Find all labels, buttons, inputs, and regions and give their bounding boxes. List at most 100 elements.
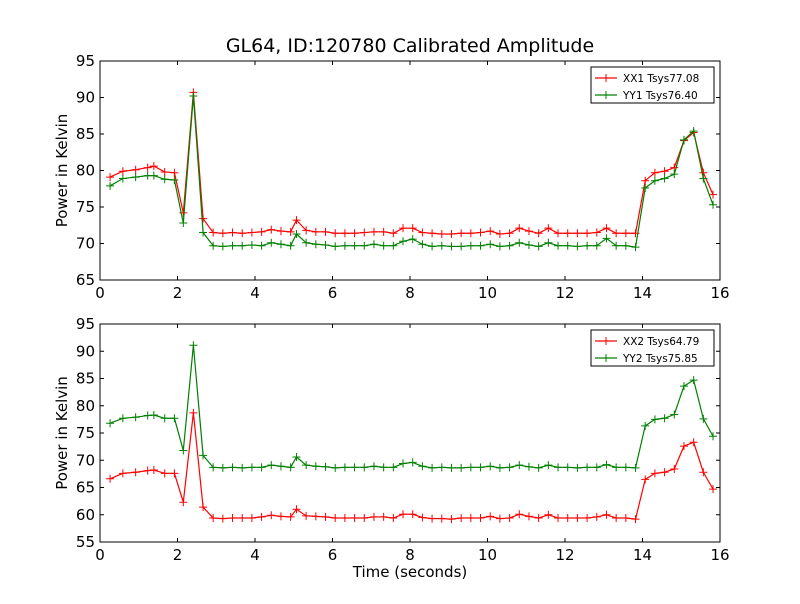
- x-tick-label: 8: [405, 546, 415, 564]
- data-point-marker: [179, 219, 188, 228]
- data-point-marker: [573, 242, 582, 251]
- data-point-marker: [350, 229, 359, 238]
- data-point-marker: [437, 463, 446, 472]
- data-point-marker: [621, 514, 630, 523]
- data-point-marker: [679, 442, 688, 451]
- data-point-marker: [179, 498, 188, 507]
- data-point-marker: [149, 162, 158, 171]
- data-point-marker: [340, 241, 349, 250]
- x-tick-label: 12: [555, 284, 574, 302]
- y-tick-label: 85: [76, 370, 95, 388]
- data-point-marker: [476, 228, 485, 237]
- data-point-marker: [437, 241, 446, 250]
- legend-marker-sample: [602, 74, 610, 82]
- data-point-marker: [670, 464, 679, 473]
- data-point-marker: [257, 512, 266, 521]
- data-point-marker: [709, 432, 718, 441]
- data-point-marker: [247, 514, 256, 523]
- data-point-marker: [286, 241, 295, 250]
- data-point-marker: [170, 175, 179, 184]
- data-point-marker: [631, 463, 640, 472]
- x-tick-label: 8: [405, 284, 415, 302]
- data-point-marker: [321, 240, 330, 249]
- data-point-marker: [331, 242, 340, 251]
- legend-box: [590, 66, 715, 104]
- data-point-marker: [311, 240, 320, 249]
- data-point-marker: [466, 241, 475, 250]
- data-point-marker: [437, 230, 446, 239]
- data-point-marker: [228, 463, 237, 472]
- data-point-marker: [267, 238, 276, 247]
- data-point-marker: [602, 234, 611, 243]
- y-tick-label: 95: [76, 52, 95, 70]
- data-point-marker: [418, 240, 427, 249]
- x-tick-label: 16: [710, 546, 729, 564]
- data-point-marker: [408, 458, 417, 467]
- legend-marker-sample: [602, 337, 610, 345]
- x-tick-label: 6: [328, 546, 338, 564]
- data-point-marker: [534, 242, 543, 251]
- data-point-marker: [199, 503, 208, 512]
- data-point-marker: [106, 474, 115, 483]
- data-point-marker: [573, 229, 582, 238]
- data-point-marker: [505, 463, 514, 472]
- x-tick-label: 4: [250, 546, 260, 564]
- data-point-marker: [621, 229, 630, 238]
- y-tick-label: 55: [76, 533, 95, 551]
- data-point-marker: [689, 376, 698, 385]
- data-point-marker: [331, 463, 340, 472]
- data-point-marker: [311, 462, 320, 471]
- data-point-marker: [228, 228, 237, 237]
- data-point-marker: [457, 242, 466, 251]
- data-point-marker: [602, 224, 611, 233]
- data-point-marker: [131, 468, 140, 477]
- data-point-marker: [369, 227, 378, 236]
- y-tick-label: 75: [76, 198, 95, 216]
- data-point-marker: [179, 446, 188, 455]
- data-point-marker: [583, 241, 592, 250]
- data-point-marker: [311, 227, 320, 236]
- data-point-marker: [495, 514, 504, 523]
- legend-entry-label: YY1 Tsys76.40: [622, 90, 698, 102]
- data-point-marker: [360, 241, 369, 250]
- data-point-marker: [131, 173, 140, 182]
- data-point-marker: [350, 514, 359, 523]
- data-point-marker: [257, 463, 266, 472]
- data-point-marker: [709, 200, 718, 209]
- data-point-marker: [379, 241, 388, 250]
- data-point-marker: [189, 408, 198, 417]
- data-point-marker: [360, 463, 369, 472]
- data-point-marker: [170, 414, 179, 423]
- data-point-marker: [641, 176, 650, 185]
- data-point-marker: [660, 174, 669, 183]
- data-point-marker: [650, 168, 659, 177]
- data-point-marker: [486, 227, 495, 236]
- data-point-marker: [699, 468, 708, 477]
- data-point-marker: [428, 242, 437, 251]
- data-point-marker: [428, 229, 437, 238]
- top-panel: 0 2 4 6 8 10 12 14 16 65 70 75 80 85 90 95 Power in Kelv…: [53, 52, 730, 302]
- data-point-marker: [612, 514, 621, 523]
- data-point-marker: [505, 514, 514, 523]
- data-point-marker: [189, 341, 198, 350]
- data-point-marker: [379, 227, 388, 236]
- data-point-marker: [238, 241, 247, 250]
- data-point-marker: [650, 176, 659, 185]
- data-point-marker: [276, 227, 285, 236]
- data-point-marker: [554, 229, 563, 238]
- data-point-marker: [554, 514, 563, 523]
- x-tick-label: 4: [250, 284, 260, 302]
- data-point-marker: [238, 514, 247, 523]
- data-point-marker: [228, 241, 237, 250]
- data-point-marker: [276, 462, 285, 471]
- data-point-marker: [379, 512, 388, 521]
- data-point-marker: [428, 514, 437, 523]
- data-point-marker: [679, 135, 688, 144]
- data-point-marker: [170, 469, 179, 478]
- data-point-marker: [709, 485, 718, 494]
- bottom-panel: 0 2 4 6 8 10 12 14 16 55 60 65 70 75 80 85 90 95 Power in …: [53, 315, 730, 581]
- data-point-marker: [660, 468, 669, 477]
- data-point-marker: [160, 469, 169, 478]
- data-point-marker: [340, 463, 349, 472]
- data-point-marker: [524, 512, 533, 521]
